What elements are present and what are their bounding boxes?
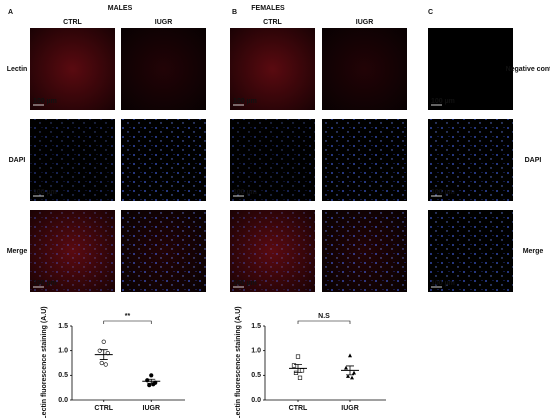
y-tick-label: 0.0 [251,397,261,404]
lectin-signal [230,28,315,110]
scale-bar-label: 100 µm [33,98,57,105]
y-tick-label: 0.5 [251,372,261,379]
row-label: Merge [523,248,544,255]
nuclei-signal [230,210,315,292]
scale-bar-label: 100 µm [431,189,455,196]
point [101,339,106,344]
row-label: DAPI [9,157,26,164]
lectin-signal [322,28,407,110]
significance-bracket [297,320,351,324]
column-label: CTRL [263,19,282,26]
scale-bar-label: 100 µm [233,98,257,105]
sem-bar [99,349,108,360]
nuclei-signal [121,119,206,201]
point [297,375,303,380]
panel-letter: C [428,9,433,16]
nuclei-signal [428,119,513,201]
lectin-signal [30,28,115,110]
nuclei-signal [230,119,315,201]
micrograph [428,28,513,110]
sem-bar [147,378,156,384]
scale-bar-label: 100 µm [33,189,57,196]
x-tick-label: IUGR [143,405,161,412]
point [103,362,108,367]
x-tick-label: IUGR [341,405,359,412]
lectin-signal [121,28,206,110]
x-tick-label: CTRL [289,405,308,412]
row-label: Merge [7,248,28,255]
significance-label: N.S [318,313,330,320]
point [350,375,354,380]
point [291,363,297,368]
significance-label: ** [125,313,131,320]
nuclei-signal [30,210,115,292]
point [346,374,350,378]
scale-bar-label: 100 µm [233,189,257,196]
y-tick-label: 1.5 [58,323,68,330]
y-tick-label: 1.5 [251,323,261,330]
row-label: Lectin [7,66,28,73]
y-axis-label: Lectin fluorescence staining (A.U) [235,306,242,418]
point [348,353,352,358]
nuclei-signal [322,119,407,201]
column-label: IUGR [356,19,374,26]
column-label: IUGR [155,19,173,26]
panel-letter: A [8,9,13,16]
nuclei-signal [428,210,513,292]
group-title: MALES [108,5,133,12]
scale-bar-label: 100 µm [33,280,57,287]
column-label: CTRL [63,19,82,26]
y-tick-label: 1.0 [58,348,68,355]
row-label: Negative control [506,66,550,73]
x-tick-label: CTRL [94,405,113,412]
point [352,370,356,375]
nuclei-signal [30,119,115,201]
point [99,360,104,366]
micrographs [30,28,513,292]
point [147,383,152,388]
panel-letter: B [232,9,237,16]
point [149,373,154,378]
y-tick-label: 0.0 [58,397,68,404]
sem-bar [294,364,302,373]
significance-bracket [103,320,152,324]
group-title: FEMALES [251,5,285,12]
scale-bar-label: 100 µm [431,280,455,287]
scale-bar-label: 100 µm [431,98,455,105]
y-tick-label: 0.5 [58,372,68,379]
scale-bar-label: 100 µm [233,280,257,287]
point [293,370,299,375]
point [344,365,348,370]
nuclei-signal [121,210,206,292]
y-axis-label: Lectin fluorescence staining (A.U) [41,306,48,418]
y-tick-label: 1.0 [251,348,261,355]
point [299,368,305,373]
row-label: DAPI [525,157,542,164]
sem-bar [346,365,354,376]
nuclei-signal [322,210,407,292]
point [295,354,301,359]
